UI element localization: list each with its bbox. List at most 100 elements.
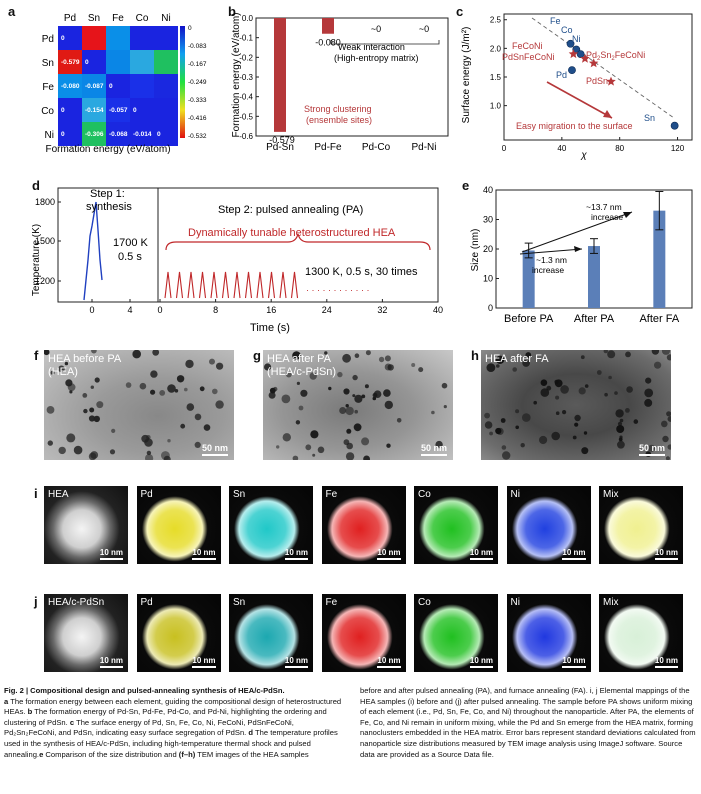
panel-b-bar-chart: 0.0-0.1-0.2-0.3-0.4-0.5-0.6 Pd-Sn-0.579P… <box>231 12 449 153</box>
d-pulse-note: 1300 K, 0.5 s, 30 times <box>305 266 418 278</box>
e-category: After PA <box>574 313 615 325</box>
heatmap-cell <box>106 26 130 50</box>
colorbar-tick: -0.416 <box>188 115 207 122</box>
heatmap-cell <box>58 26 82 50</box>
c-xtick: 120 <box>671 144 685 153</box>
heatmap-cell-value: 0 <box>61 107 65 114</box>
b-ytick: -0.6 <box>239 132 253 141</box>
d-tunable-label: Dynamically tunable heterostructured HEA <box>188 227 396 239</box>
map-row_j-4: Co 10 nm <box>414 594 498 672</box>
map-scalebar: 10 nm <box>192 656 216 668</box>
heatmap-cell-value: 0 <box>109 83 113 90</box>
c-xtick: 80 <box>615 144 624 153</box>
heatmap-cell <box>130 98 154 122</box>
panel-letter-f: f <box>34 348 39 363</box>
c-xtick: 0 <box>502 144 507 153</box>
e-ytick: 40 <box>483 185 493 195</box>
heatmap-cell <box>106 122 130 146</box>
panel-letter-g: g <box>253 348 261 363</box>
map-row_j-3: Fe 10 nm <box>321 594 406 672</box>
b-labels: Pd-Sn-0.579 Pd-Fe -0.080 Pd-Co ~0 Pd-Ni ~0 <box>266 24 436 153</box>
b-ytick: -0.4 <box>239 93 253 102</box>
c-ylabel: Surface energy (J/m²) <box>461 27 472 124</box>
map-scalebar: 10 nm <box>654 548 678 560</box>
heatmap-row-labels: Pd Sn Fe Co Ni <box>41 34 54 141</box>
map-label: Fe <box>325 489 338 500</box>
d-xtick-right: 40 <box>433 305 443 315</box>
heatmap-cells: 0 -0.579 0 -0.080 -0.087 0 0 -0.154 -0.057 0 0 -0.3… <box>58 26 178 146</box>
caption-text: The formation energy between each elemen… <box>4 696 342 717</box>
e-annot-13: ~1.3 nm <box>536 255 567 265</box>
map-label: Pd <box>140 597 153 608</box>
c-label-pdsnfeconi: PdSnFeCoNi <box>502 52 555 62</box>
colorbar-tick: -0.333 <box>188 97 207 104</box>
map-label: HEA/c-PdSn <box>48 597 105 608</box>
e-category: Before PA <box>504 313 554 325</box>
b-ytick: -0.2 <box>239 53 253 62</box>
heatmap-cell-value: 0 <box>61 131 65 138</box>
heatmap-column-labels: Pd Sn Fe Co Ni <box>64 13 171 24</box>
caption-left: Fig. 2 | Compositional design and pulsed… <box>4 686 344 760</box>
tem-h-particles <box>484 350 671 460</box>
panel-letter-b: b <box>228 4 236 19</box>
d-xtick-right: 16 <box>266 305 276 315</box>
map-row_i-2: Sn 10 nm <box>229 486 313 564</box>
e-annot-137: ~13.7 nm <box>586 202 622 212</box>
heatmap-row-label: Co <box>41 106 54 117</box>
c-arrow <box>546 81 613 119</box>
heatmap-col-label: Co <box>136 13 149 24</box>
panel-letter-a: a <box>8 4 16 19</box>
c-star-pd2sn2feconi <box>588 58 599 68</box>
e-bars: Before PA After PA After FA <box>504 190 680 325</box>
heatmap-cell-value: -0.057 <box>109 107 128 114</box>
d-step2-label: Step 2: pulsed annealing (PA) <box>218 204 363 216</box>
d-ytick: 1800 <box>35 197 55 207</box>
b-annot-ensemble: (ensemble sites) <box>306 115 372 125</box>
map-label: Co <box>418 597 431 608</box>
heatmap-cell <box>58 74 82 98</box>
panel-a-heatmap: 0 -0.579 0 -0.080 -0.087 0 0 -0.154 -0.057 0 0 -0.3… <box>41 13 207 155</box>
d-ylabel-text: Temperature (K) <box>32 224 42 296</box>
c-label-pdsn: PdSn <box>586 76 608 86</box>
map-row_i-6: Mix 10 nm <box>599 486 683 564</box>
c-ytick: 2.5 <box>490 16 502 25</box>
d-xtick-right: 8 <box>213 305 218 315</box>
heatmap-cell <box>154 98 178 122</box>
colorbar-tick: -0.532 <box>188 133 207 140</box>
map-label: Sn <box>233 597 246 608</box>
map-scalebar: 10 nm <box>469 656 493 668</box>
e-ytick: 10 <box>483 274 493 284</box>
map-label: Sn <box>233 489 246 500</box>
heatmap-cell <box>82 98 106 122</box>
heatmap-cell-value: -0.080 <box>61 83 80 90</box>
b-bar <box>322 18 334 34</box>
d-xtick-left: 0 <box>89 305 94 315</box>
c-trend-line <box>531 17 675 119</box>
c-label-co: Co <box>561 25 573 35</box>
colorbar-ticks: 0 -0.083 -0.167 -0.249 -0.333 -0.416 -0.532 <box>188 25 207 140</box>
map-scalebar: 10 nm <box>562 548 586 560</box>
heatmap-row-label: Ni <box>45 130 54 141</box>
tem-image-g: HEA after PA (HEA/c-PdSn) 50 nm <box>263 350 453 460</box>
d-synthesis-spike <box>83 201 103 301</box>
b-value-label: ~0 <box>419 24 429 34</box>
map-label: Ni <box>510 597 520 608</box>
panel-letter-e: e <box>462 178 470 193</box>
heatmap-cell-value: 0 <box>157 131 161 138</box>
b-value-label: -0.579 <box>269 135 295 145</box>
b-category: Pd-Fe <box>314 142 342 153</box>
e-bar <box>653 210 666 308</box>
b-annot-strong: Strong clustering <box>304 104 372 114</box>
map-label: Mix <box>603 597 619 608</box>
tem-g-scalebar: 50 nm <box>420 443 447 456</box>
heatmap-cell <box>130 26 154 50</box>
heatmap-cell-value: 0 <box>133 107 137 114</box>
e-ytick: 20 <box>483 244 493 254</box>
tem-g-label2: (HEA/c-PdSn) <box>267 366 337 378</box>
panel-letter-h: h <box>471 348 479 363</box>
caption-text: Comparison of the size distribution and <box>43 749 179 759</box>
tem-f-label1: HEA before PA <box>48 353 122 365</box>
colorbar-tick: -0.249 <box>188 79 207 86</box>
caption-text: The formation energy of Pd-Sn, Pd-Fe, Pd… <box>4 707 327 727</box>
